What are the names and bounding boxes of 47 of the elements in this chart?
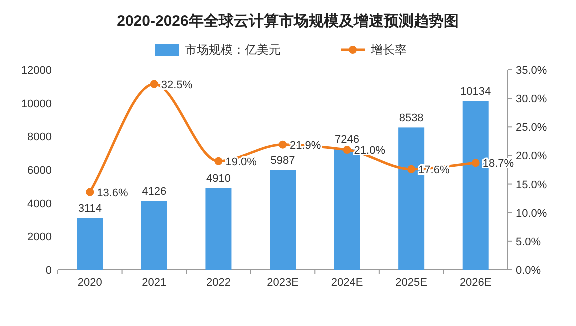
- y2-tick-label: 30.0%: [516, 94, 548, 106]
- legend-label: 增长率: [370, 43, 407, 57]
- y2-tick-label: 20.0%: [516, 150, 548, 163]
- data-label: 19.0%: [226, 156, 258, 168]
- y-tick-label: 2000: [28, 232, 52, 244]
- y2-tick-label: 5.0%: [516, 236, 542, 248]
- y-tick-label: 8000: [28, 132, 52, 144]
- data-label: 7246: [335, 134, 360, 146]
- y2-tick-label: 15.0%: [516, 179, 548, 192]
- data-label: 32.5%: [161, 79, 193, 92]
- data-label: 4910: [206, 173, 231, 186]
- point: [214, 157, 223, 166]
- y2-tick-label: 35.0%: [516, 65, 548, 77]
- point: [279, 140, 287, 149]
- data-label: 3114: [78, 203, 102, 216]
- y-tick-label: 10000: [21, 98, 52, 110]
- point: [472, 159, 480, 168]
- x-tick-label: 2023E: [267, 277, 299, 289]
- x-tick-label: 2020: [78, 277, 102, 289]
- data-label: 4126: [142, 186, 167, 198]
- y-tick-label: 0: [46, 265, 52, 277]
- data-label: 8538: [399, 112, 424, 125]
- data-label: 21.0%: [354, 145, 386, 157]
- bar: [141, 201, 168, 270]
- x-tick-label: 2022: [206, 277, 231, 289]
- x-tick-label: 2025E: [396, 277, 428, 289]
- y-tick-label: 6000: [28, 165, 52, 177]
- bar: [206, 188, 232, 270]
- point: [343, 146, 352, 154]
- data-label: 5987: [270, 155, 296, 168]
- legend-label: 市场规模：亿美元: [185, 43, 281, 57]
- point: [150, 80, 158, 88]
- y-tick-label: 12000: [21, 65, 52, 77]
- x-tick-label: 2026E: [460, 277, 492, 289]
- y2-tick-label: 0.0%: [516, 265, 542, 277]
- chart-title: 2020-2026年全球云计算市场规模及增速预测趋势图: [117, 12, 459, 30]
- x-tick-label: 2024E: [331, 277, 364, 289]
- data-label: 10134: [460, 86, 492, 98]
- y2-tick-label: 10.0%: [516, 208, 548, 220]
- bar: [270, 170, 296, 270]
- y-tick-label: 4000: [28, 198, 52, 210]
- bar: [77, 218, 104, 270]
- point: [86, 188, 94, 196]
- point: [408, 165, 416, 174]
- y2-tick-label: 25.0%: [516, 122, 548, 134]
- x-tick-label: 2021: [142, 277, 167, 289]
- data-label: 13.6%: [97, 187, 129, 200]
